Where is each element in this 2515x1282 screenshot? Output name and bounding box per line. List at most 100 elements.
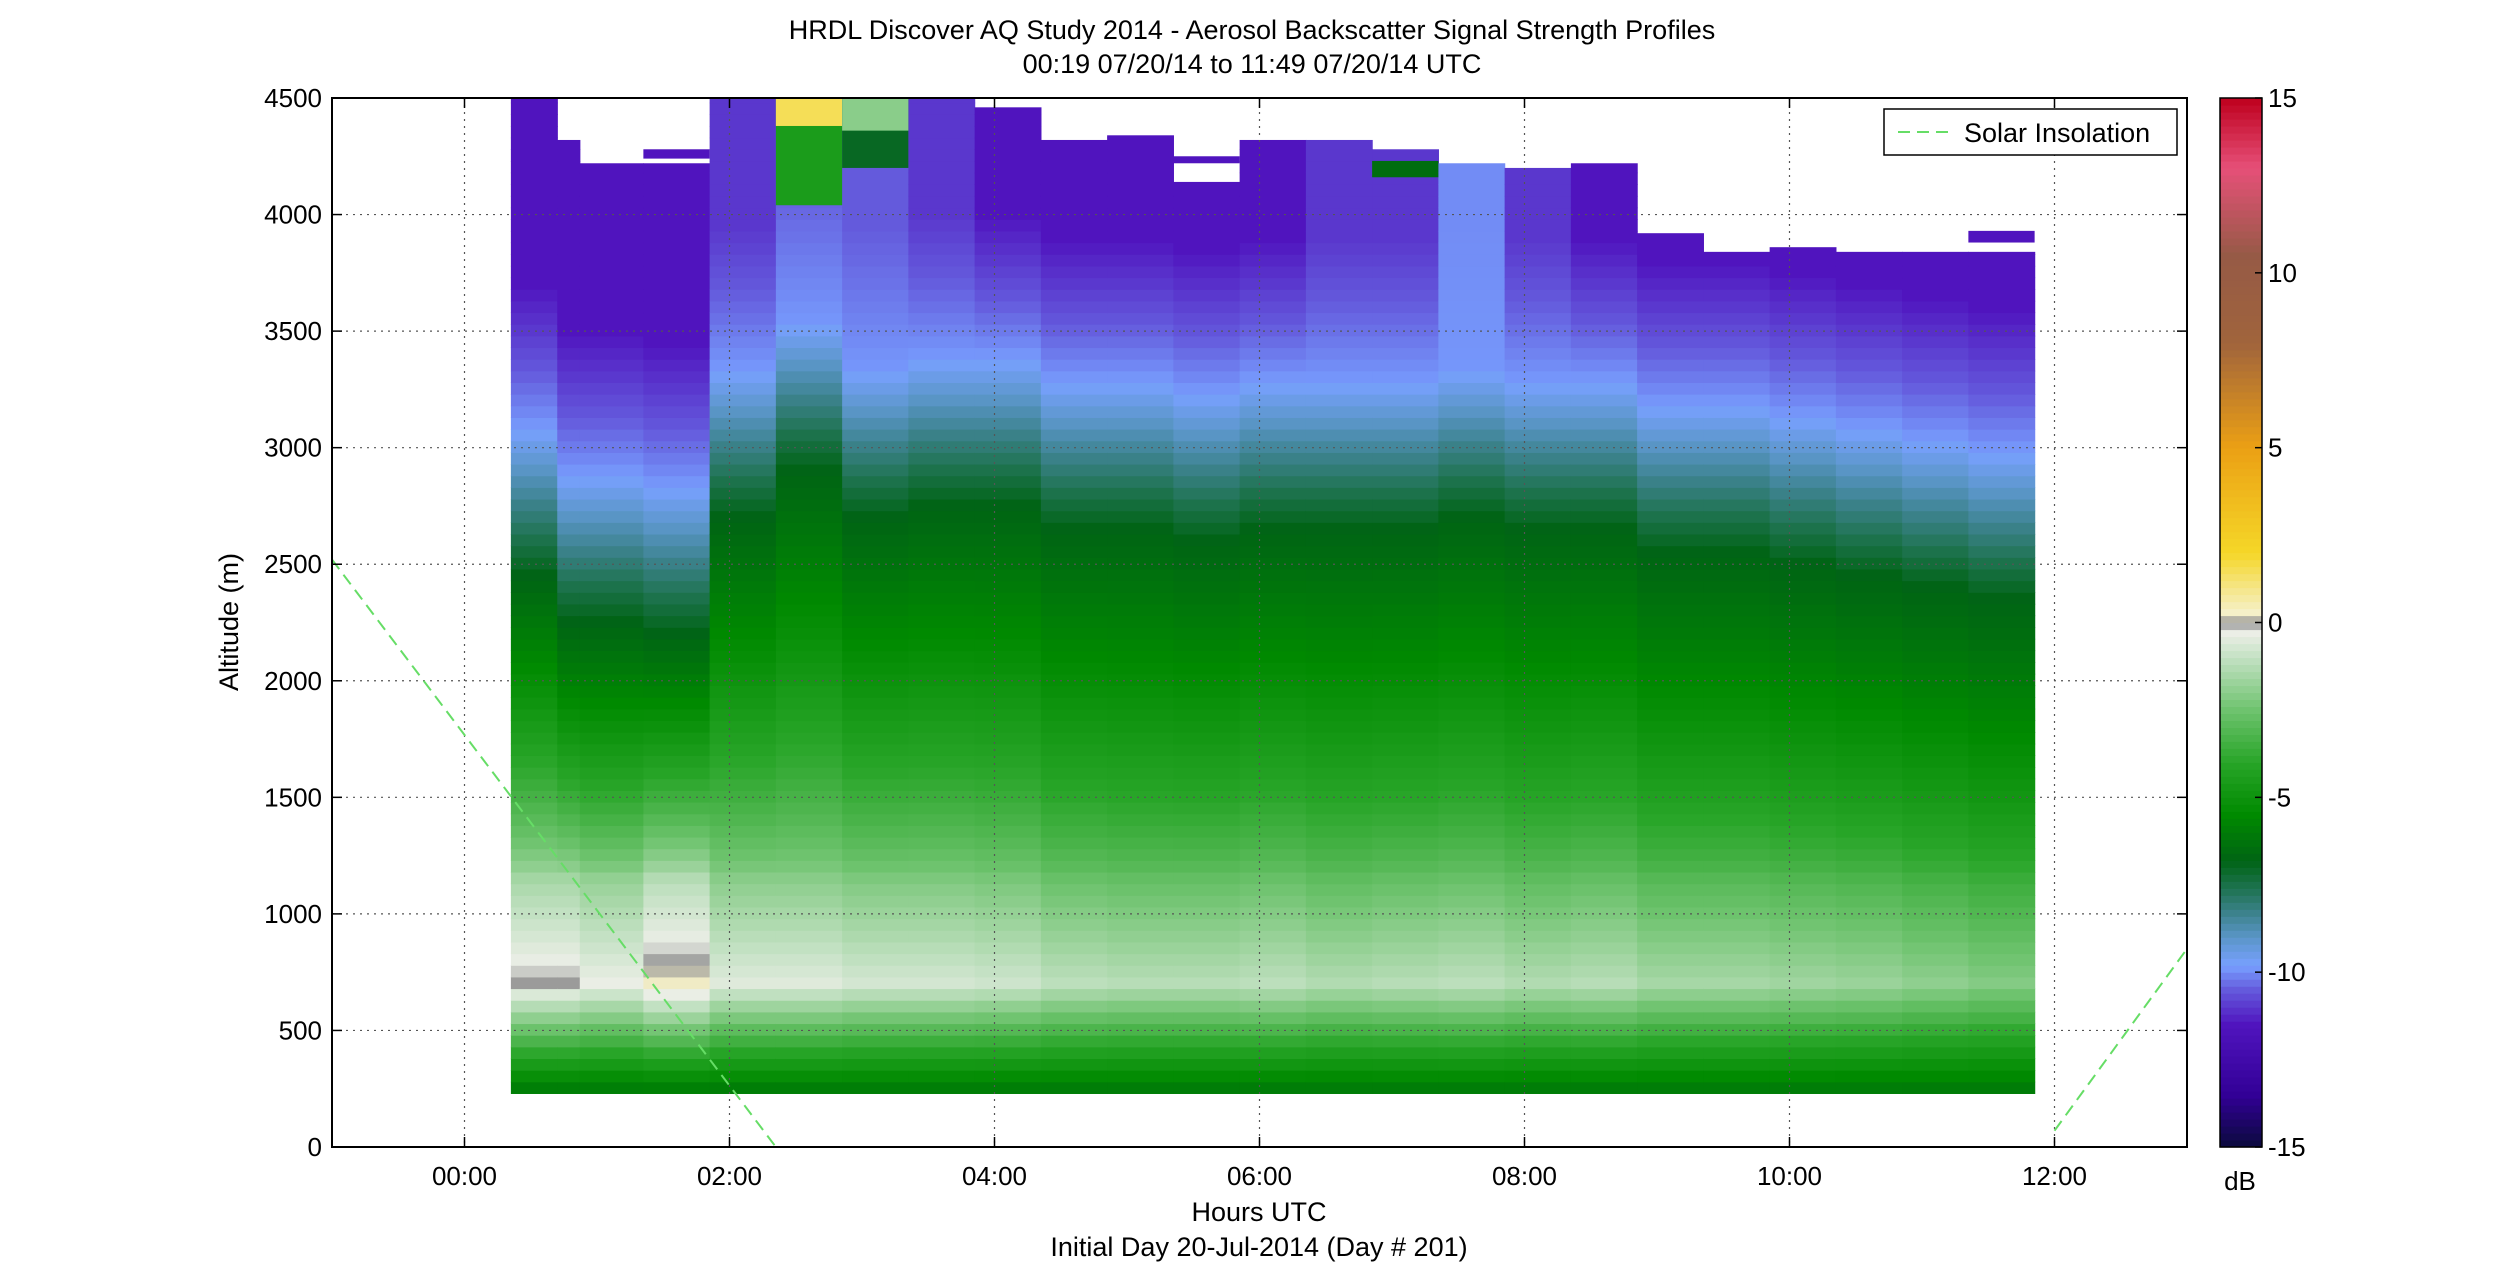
profile-cell (1504, 1046, 1572, 1060)
profile-cell (1305, 289, 1373, 302)
profile-cell (1107, 219, 1174, 232)
profile-cell (1769, 289, 1837, 302)
colorbar-cell (2220, 328, 2262, 337)
profile-cell (1769, 895, 1837, 908)
profile-cell (1305, 149, 1373, 162)
profile-cell (1570, 1035, 1638, 1048)
profile-cell (908, 685, 976, 698)
colorbar-cell (2220, 853, 2262, 861)
profile-cell (557, 627, 581, 640)
profile-cell (1703, 848, 1771, 861)
profile-cell (908, 580, 976, 593)
profile-cell (1835, 545, 1903, 558)
profile-cell (1305, 1011, 1373, 1025)
profile-cell (1703, 988, 1771, 1001)
colorbar-cell (2220, 125, 2262, 134)
profile-cell (510, 930, 558, 943)
profile-cell (1769, 662, 1837, 675)
profile-cell (1372, 463, 1439, 477)
profile-cell (579, 627, 644, 640)
profile-cell (974, 627, 1042, 640)
profile-cell (1239, 510, 1307, 523)
profile-cell (842, 767, 909, 780)
profile-cell (1902, 429, 1969, 442)
profile-cell (510, 1023, 558, 1036)
profile-cell (775, 475, 843, 488)
profile-cell (579, 580, 644, 593)
profile-cell (643, 941, 711, 955)
profile-cell (842, 254, 909, 267)
profile-cell (842, 440, 909, 453)
profile-cell (557, 545, 581, 558)
profile-cell (1637, 335, 1704, 349)
profile-cell (974, 930, 1042, 943)
profile-cell (643, 184, 711, 197)
profile-cell (579, 382, 644, 395)
profile-cell (709, 125, 777, 139)
profile-cell (1438, 417, 1506, 430)
profile-cell (1637, 265, 1704, 279)
profile-cell (775, 580, 843, 593)
profile-cell (1438, 1035, 1506, 1048)
profile-cell (1372, 324, 1439, 337)
profile-cell (510, 720, 558, 733)
profile-cell (908, 802, 976, 815)
profile-cell (1769, 265, 1837, 279)
profile-cell (1173, 545, 1241, 558)
profile-cell (1968, 627, 2036, 640)
profile-cell (775, 1058, 843, 1071)
profile-cell (1769, 300, 1837, 314)
profile-cell (775, 405, 843, 418)
colorbar-cell (2220, 874, 2262, 882)
profile-cell (1570, 965, 1638, 978)
profile-cell (557, 941, 581, 955)
profile-cell (1769, 1046, 1837, 1060)
profile-cell (1637, 638, 1704, 652)
colorbar-cell (2220, 286, 2262, 295)
profile-cell (1173, 965, 1241, 978)
profile-cell (557, 685, 581, 698)
profile-cell (1239, 417, 1307, 430)
profile-cell (1968, 1081, 2036, 1094)
profile-cell (709, 673, 777, 687)
profile-cell (842, 802, 909, 815)
profile-cell (1504, 265, 1572, 279)
profile-cell (1372, 615, 1439, 628)
profile-cell (1835, 755, 1903, 768)
profile-cell (842, 673, 909, 687)
profile-cell (557, 767, 581, 780)
profile-cell (1902, 848, 1969, 861)
profile-cell (1239, 440, 1307, 453)
profile-cell (1835, 324, 1903, 337)
profile-cell (1107, 1000, 1174, 1013)
profile-cell (1173, 207, 1241, 220)
profile-cell (974, 638, 1042, 652)
profile-cell (1835, 650, 1903, 663)
profile-cell (1504, 557, 1572, 570)
profile-cell (842, 860, 909, 873)
profile-cell (1239, 533, 1307, 547)
profile-cell (1372, 638, 1439, 652)
profile-cell (1239, 545, 1307, 558)
profile-cell (908, 615, 976, 628)
profile-cell (1968, 860, 2036, 873)
profile-cell (842, 697, 909, 710)
profile-cell (579, 965, 644, 978)
profile-cell (1637, 836, 1704, 850)
profile-cell (908, 545, 976, 558)
profile-cell (1173, 673, 1241, 687)
profile-cell (1902, 300, 1969, 314)
profile-cell (775, 918, 843, 931)
profile-cell (1570, 743, 1638, 756)
profile-cell (842, 370, 909, 383)
profile-cell (775, 953, 843, 966)
profile-cell (1372, 242, 1439, 255)
colorbar-cell (2220, 1140, 2262, 1148)
y-tick-label: 2000 (264, 666, 322, 696)
y-tick-label: 3000 (264, 433, 322, 463)
profile-cell (1173, 941, 1241, 955)
profile-cell (579, 475, 644, 488)
profile-cell (974, 790, 1042, 803)
profile-cell (1372, 522, 1439, 535)
profile-cell (1173, 767, 1241, 780)
